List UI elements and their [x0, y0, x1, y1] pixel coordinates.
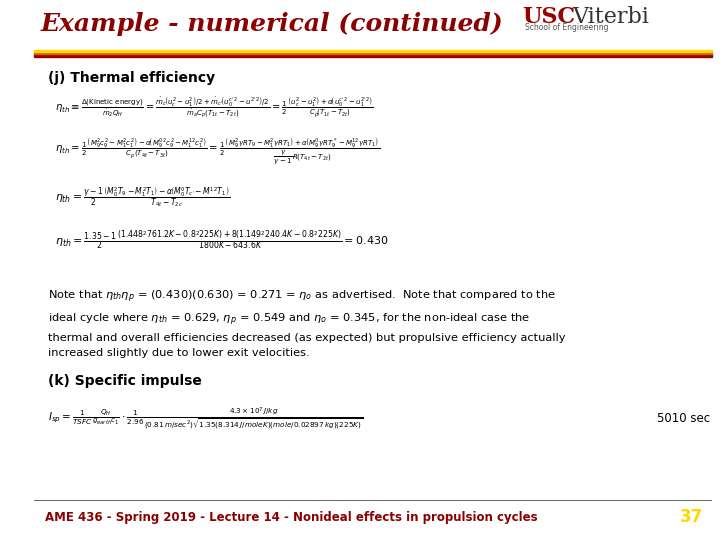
- Text: School of Engineering: School of Engineering: [526, 23, 609, 31]
- Text: Example - numerical (continued): Example - numerical (continued): [41, 12, 504, 36]
- Bar: [35, 52, 711, 54]
- Text: 37: 37: [680, 508, 703, 526]
- Text: $\eta_{th} \equiv \frac{\Delta(\mathrm{Kinetic\ energy})}{\dot{m}_2 Q_H} = \frac: $\eta_{th} \equiv \frac{\Delta(\mathrm{K…: [55, 96, 374, 120]
- Text: USC: USC: [522, 6, 575, 28]
- Text: $\eta_{th} = \frac{1}{2}\frac{\left(M_9^2 c_9^2 - M_1^2 c_1^2\right) - \alpha\!\: $\eta_{th} = \frac{1}{2}\frac{\left(M_9^…: [55, 137, 379, 167]
- Text: $\eta_{th} = \frac{1.35-1}{2}\frac{\left(1.448^2 761.2K - 0.8^2 225K\right)+8\!\: $\eta_{th} = \frac{1.35-1}{2}\frac{\left…: [55, 230, 388, 251]
- Text: AME 436 - Spring 2019 - Lecture 14 - Nonideal effects in propulsion cycles: AME 436 - Spring 2019 - Lecture 14 - Non…: [45, 511, 538, 524]
- Text: Note that $\eta_{th}\eta_p$ = (0.430)(0.630) = 0.271 = $\eta_o$ as advertised.  : Note that $\eta_{th}\eta_p$ = (0.430)(0.…: [48, 289, 565, 357]
- Text: (j) Thermal efficiency: (j) Thermal efficiency: [48, 71, 215, 85]
- Text: (k) Specific impulse: (k) Specific impulse: [48, 374, 202, 388]
- Text: 5010 sec: 5010 sec: [657, 412, 711, 425]
- Text: $I_{sp} = \frac{1}{TSFC}\frac{Q_H}{g_{earth}c_1} \cdot \frac{1}{2.96}\frac{4.3\t: $I_{sp} = \frac{1}{TSFC}\frac{Q_H}{g_{ea…: [48, 405, 363, 432]
- Text: $\eta_{th} = \frac{\gamma-1}{2}\frac{\left(M_0^2 T_9 - M_1^2 T_1\right) - \alpha: $\eta_{th} = \frac{\gamma-1}{2}\frac{\le…: [55, 185, 230, 209]
- Text: Viterbi: Viterbi: [572, 6, 649, 28]
- Bar: [35, 54, 711, 57]
- Bar: [35, 50, 711, 52]
